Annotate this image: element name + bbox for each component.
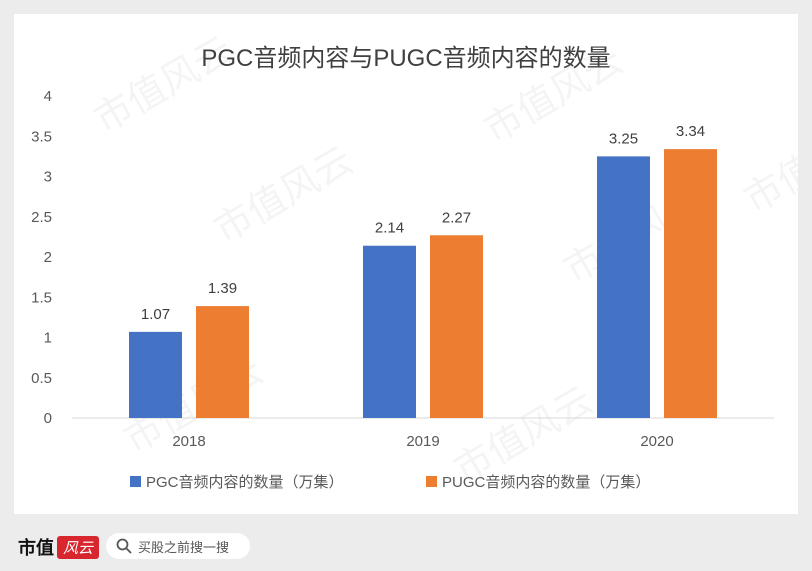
- x-tick-label: 2019: [406, 433, 439, 450]
- y-tick-label: 1.5: [31, 289, 52, 306]
- bar-value-label: 3.25: [609, 130, 638, 147]
- y-axis: 0 0.5 1 1.5 2 2.5 3 3.5 4: [31, 88, 52, 427]
- bar-value-label: 2.14: [375, 220, 404, 237]
- bar-value-label: 1.39: [208, 280, 237, 297]
- y-tick-label: 2.5: [31, 209, 52, 226]
- x-tick-label: 2020: [640, 433, 673, 450]
- brand-badge: 风云: [57, 535, 100, 559]
- bar: [363, 245, 416, 418]
- y-tick-label: 3.5: [31, 128, 52, 145]
- search-placeholder: 买股之前搜一搜: [138, 539, 230, 555]
- bar: [597, 156, 650, 418]
- search-icon: [116, 538, 132, 554]
- y-tick-label: 0.5: [31, 370, 52, 387]
- chart-title: PGC音频内容与PUGC音频内容的数量: [201, 45, 610, 72]
- legend-label: PUGC音频内容的数量（万集）: [442, 474, 650, 491]
- bar: [430, 235, 483, 418]
- footer-bar: 市值 风云 买股之前搜一搜: [0, 514, 812, 571]
- brand-logo: 市值 风云: [18, 535, 100, 559]
- bar-chart: 市值风云市值风云市值风云市值风云市值风云市值风云市值风云 PGC音频内容与PUG…: [31, 29, 799, 491]
- bar-series: 1.07 1.39 2.14 2.27 3.25 3.34: [129, 123, 717, 418]
- bar: [129, 331, 182, 418]
- brand-name: 市值: [18, 538, 54, 559]
- y-tick-label: 4: [44, 88, 52, 105]
- bar: [664, 149, 717, 418]
- bar-value-label: 2.27: [442, 209, 471, 226]
- bar-value-label: 3.34: [676, 123, 705, 140]
- legend-swatch: [130, 476, 141, 487]
- y-tick-label: 3: [44, 169, 52, 186]
- search-box[interactable]: 买股之前搜一搜: [106, 533, 250, 559]
- y-tick-label: 1: [44, 330, 52, 347]
- bar: [196, 306, 249, 418]
- legend-label: PGC音频内容的数量（万集）: [146, 474, 344, 491]
- bar-value-label: 1.07: [141, 306, 170, 323]
- x-tick-label: 2018: [172, 433, 205, 450]
- chart-card: 市值风云市值风云市值风云市值风云市值风云市值风云市值风云 PGC音频内容与PUG…: [14, 14, 798, 514]
- x-axis: 2018 2019 2020: [172, 433, 673, 450]
- legend: PGC音频内容的数量（万集） PUGC音频内容的数量（万集）: [130, 474, 650, 491]
- y-tick-label: 0: [44, 410, 52, 427]
- y-tick-label: 2: [44, 249, 52, 266]
- watermark-text: 市值风云: [208, 139, 361, 251]
- watermark-text: 市值风云: [738, 109, 799, 221]
- legend-swatch: [426, 476, 437, 487]
